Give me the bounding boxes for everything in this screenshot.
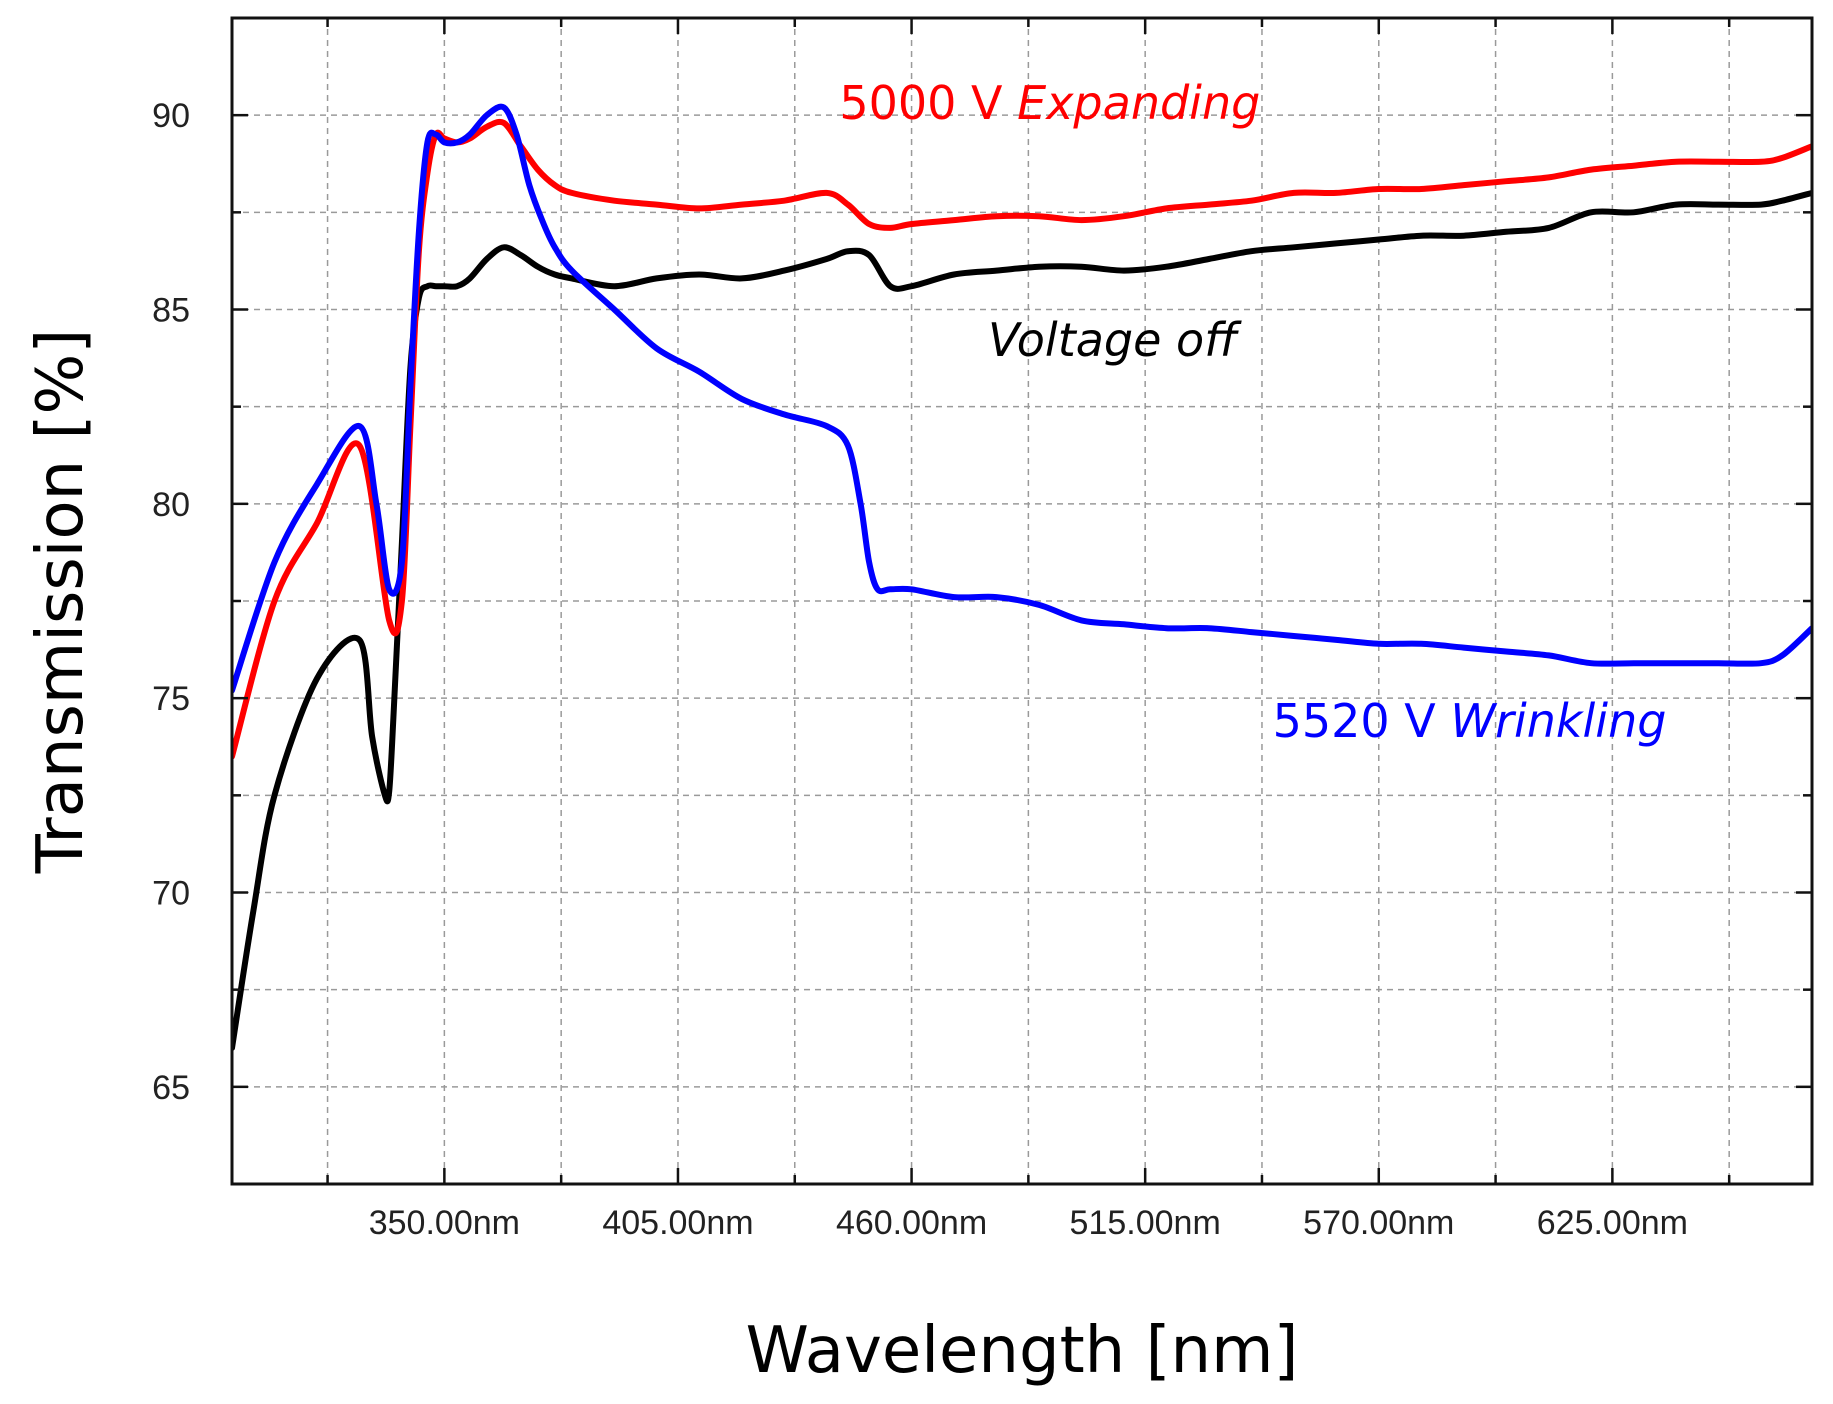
annotation-layer: 5000 V Expanding Voltage off 5520 V Wrinkl…: [839, 76, 1666, 748]
y-axis-title: Transmission [%]: [24, 329, 98, 875]
series-annotation: 5000 V Expanding: [839, 76, 1260, 130]
y-tick-label: 85: [152, 292, 190, 330]
annotation-part: Expanding: [1017, 76, 1260, 130]
series-annotation: 5520 V Wrinkling: [1273, 694, 1667, 748]
series-line-5520-v-wrinkling: [232, 103, 1812, 694]
series-line-voltage-off: [232, 189, 1812, 1051]
grid-layer: [232, 18, 1812, 1184]
annotation-part: 5000 V: [839, 76, 1017, 130]
x-tick-label: 515.00nm: [1070, 1204, 1221, 1242]
y-tick-label: 90: [152, 97, 190, 135]
annotation-part: Wrinkling: [1450, 694, 1666, 748]
x-tick-label: 405.00nm: [602, 1204, 753, 1242]
y-tick-label: 70: [152, 875, 190, 913]
annotation-part: Voltage off: [988, 313, 1242, 367]
x-tick-label: 625.00nm: [1537, 1204, 1688, 1242]
x-tick-label: 460.00nm: [836, 1204, 987, 1242]
series-layer: [232, 103, 1812, 1051]
series-annotation: Voltage off: [988, 313, 1242, 367]
x-axis-title: Wavelength [nm]: [746, 1314, 1299, 1388]
x-tick-label: 570.00nm: [1303, 1204, 1454, 1242]
y-tick-label: 65: [152, 1069, 190, 1107]
y-tick-label: 75: [152, 680, 190, 718]
tick-layer: 350.00nm 405.00nm 460.00nm 515.00nm 570.00nm…: [152, 18, 1812, 1242]
x-tick-label: 350.00nm: [369, 1204, 520, 1242]
y-tick-label: 80: [152, 486, 190, 524]
annotation-part: 5520 V: [1273, 694, 1451, 748]
